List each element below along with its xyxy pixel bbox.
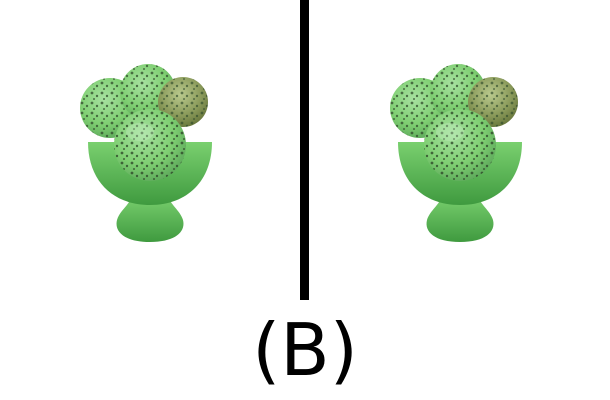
- vertical-divider: [300, 0, 309, 300]
- ice-cream-sundae-icon: [80, 64, 212, 242]
- caption-label: (B): [252, 308, 358, 392]
- left-panel: [0, 0, 300, 300]
- ice-cream-sundae-icon: [390, 64, 522, 242]
- right-panel: [310, 0, 610, 300]
